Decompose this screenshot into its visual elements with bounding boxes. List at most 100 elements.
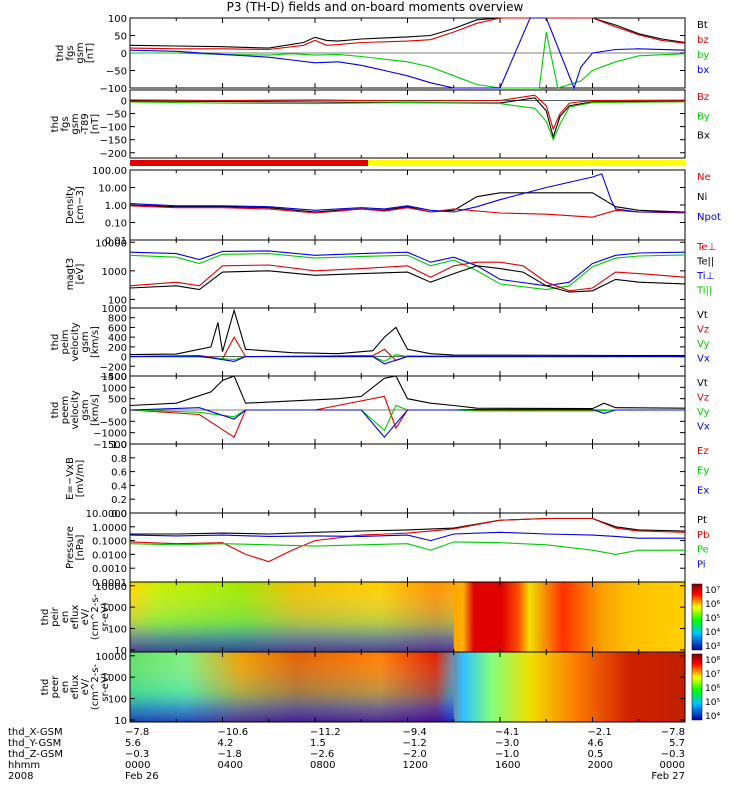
y-axis-label: fgs xyxy=(65,45,76,60)
x-tick-label: 2000 xyxy=(588,760,613,771)
x-tick-label: −0.3 xyxy=(661,749,685,760)
legend-Bz: Bz xyxy=(697,92,709,103)
y-tick-label: 100 xyxy=(108,14,127,25)
legend-Pb: Pb xyxy=(697,530,709,541)
y-tick-label: 0 xyxy=(121,353,127,364)
series-Te|| xyxy=(129,265,686,293)
series-Vx xyxy=(129,355,685,365)
panel-frame xyxy=(129,512,686,583)
panel-4: 10000 1000 100 magt3 [eV] Te⊥ Te|| Ti⊥ Ti|| xyxy=(65,238,716,309)
y-tick-label: 1000 xyxy=(102,304,127,315)
y-axis-label: [nPa] xyxy=(75,534,86,560)
series-Pi xyxy=(129,531,685,542)
panel-1: 100 50 0 −50 −100 thd fgs gsm [nT] Bt bz by bx xyxy=(55,14,709,95)
legend-Ex: Ex xyxy=(697,485,709,496)
y-axis-label: [mV/m] xyxy=(75,460,86,498)
y-axis-label: magt3 xyxy=(65,258,76,291)
y-tick-label: −100 xyxy=(100,123,127,134)
y-tick-label: 1.0 xyxy=(111,440,127,451)
y-tick-label: 10000 xyxy=(95,238,127,249)
series-Ti|| xyxy=(129,253,686,291)
x-tick-label: −9.4 xyxy=(403,727,427,738)
y-tick-label: 0.6 xyxy=(111,468,127,479)
y-axis-label: en xyxy=(60,681,71,694)
colorbar-label: 10⁵ xyxy=(705,614,720,624)
legend-By: By xyxy=(697,111,710,122)
y-axis-label: (cm^2-s- xyxy=(90,593,101,640)
y-tick-label: 100.00 xyxy=(92,166,127,177)
y-tick-label: 1000 xyxy=(102,383,127,394)
y-tick-label: 100 xyxy=(108,695,127,706)
y-tick-label: 0 xyxy=(121,49,127,60)
y-axis-label: eflux xyxy=(70,605,81,630)
x-row-label: hhmm xyxy=(8,760,40,771)
x-tick-label: −1.2 xyxy=(403,738,427,749)
x-tick-label: 4.6 xyxy=(588,738,604,749)
y-tick-label: 100 xyxy=(108,295,127,306)
mode-bar-yellow xyxy=(368,160,685,166)
x-tick-label: 4.2 xyxy=(218,738,234,749)
legend-Bt: Bt xyxy=(697,20,708,31)
x-row-label: thd_Z-GSM xyxy=(8,749,63,760)
legend-by: by xyxy=(697,50,709,61)
series-Vz xyxy=(129,395,685,439)
y-tick-label: 0.0010 xyxy=(92,564,127,575)
y-axis-label: thd xyxy=(40,609,51,626)
y-axis-label: gsm xyxy=(80,331,91,352)
y-axis-label: thd xyxy=(50,116,61,133)
x-tick-label: −1.8 xyxy=(218,749,242,760)
legend-Ez: Ez xyxy=(697,446,709,457)
y-axis-label: sr-eV) xyxy=(100,672,111,701)
y-tick-label: 1500 xyxy=(102,372,127,383)
legend-Vz: Vz xyxy=(697,325,709,336)
y-tick-label: 0.2 xyxy=(111,495,127,506)
series-by xyxy=(130,31,686,89)
y-axis-label: fgs xyxy=(60,116,71,131)
y-tick-label: 0 xyxy=(121,406,127,417)
x-tick-label: 1600 xyxy=(495,760,520,771)
y-axis-label: [nT] xyxy=(90,114,101,134)
panel-8: 10.0000 1.0000 0.1000 0.0100 0.0010 0.0001 Pre… xyxy=(65,509,709,589)
y-tick-label: −200 xyxy=(100,149,127,160)
y-axis-label: peem xyxy=(60,396,71,424)
y-axis-label: sr-eV) xyxy=(100,602,111,631)
x-tick-label: 0400 xyxy=(218,760,243,771)
panel-frame xyxy=(129,443,686,514)
x-tick-label: −1.0 xyxy=(495,749,519,760)
colorbar-label: 10⁵ xyxy=(705,698,720,708)
x-tick-label: 1200 xyxy=(403,760,428,771)
y-tick-label: 600 xyxy=(108,323,127,334)
y-axis-label: velocity xyxy=(70,322,81,361)
y-tick-label: 0.1000 xyxy=(92,537,127,548)
y-axis-label: thd xyxy=(40,679,51,696)
y-tick-label: 10000 xyxy=(95,652,127,663)
y-tick-label: −150 xyxy=(100,136,127,147)
legend-Bx: Bx xyxy=(697,131,710,142)
y-tick-label: 10 xyxy=(114,646,127,657)
y-tick-label: 10.00 xyxy=(98,184,127,195)
x-tick-label: −11.2 xyxy=(310,727,341,738)
colorbar xyxy=(691,583,703,651)
y-tick-label: 50 xyxy=(114,32,127,43)
x-tick-label: Feb 27 xyxy=(651,771,685,782)
panel-3: 100.00 10.00 1.00 0.10 0.01 Density [cm−3] Ne Ni… xyxy=(65,166,721,247)
legend-Ti||: Ti|| xyxy=(696,286,712,297)
panel-7: 1.0 0.8 0.6 0.4 0.2 0.0 E=−VxB [mV/m] Ez Ey Ex xyxy=(65,440,709,520)
x-tick-label: 0800 xyxy=(310,760,335,771)
y-tick-label: 0.01 xyxy=(105,236,127,247)
legend-bx: bx xyxy=(697,65,709,76)
mode-bar-red xyxy=(130,160,369,166)
y-tick-label: 1.0000 xyxy=(92,523,127,534)
y-tick-label: −1000 xyxy=(93,429,127,440)
x-tick-label: −2.6 xyxy=(310,749,334,760)
y-axis-label: velocity xyxy=(70,390,81,429)
series-Vy xyxy=(129,404,685,432)
colorbar-label: 10⁴ xyxy=(705,628,720,638)
series-Ni xyxy=(129,192,686,213)
x-tick-label: Feb 26 xyxy=(125,771,159,782)
colorbar-label: 10⁴ xyxy=(705,712,720,722)
series-Pb xyxy=(129,517,686,563)
